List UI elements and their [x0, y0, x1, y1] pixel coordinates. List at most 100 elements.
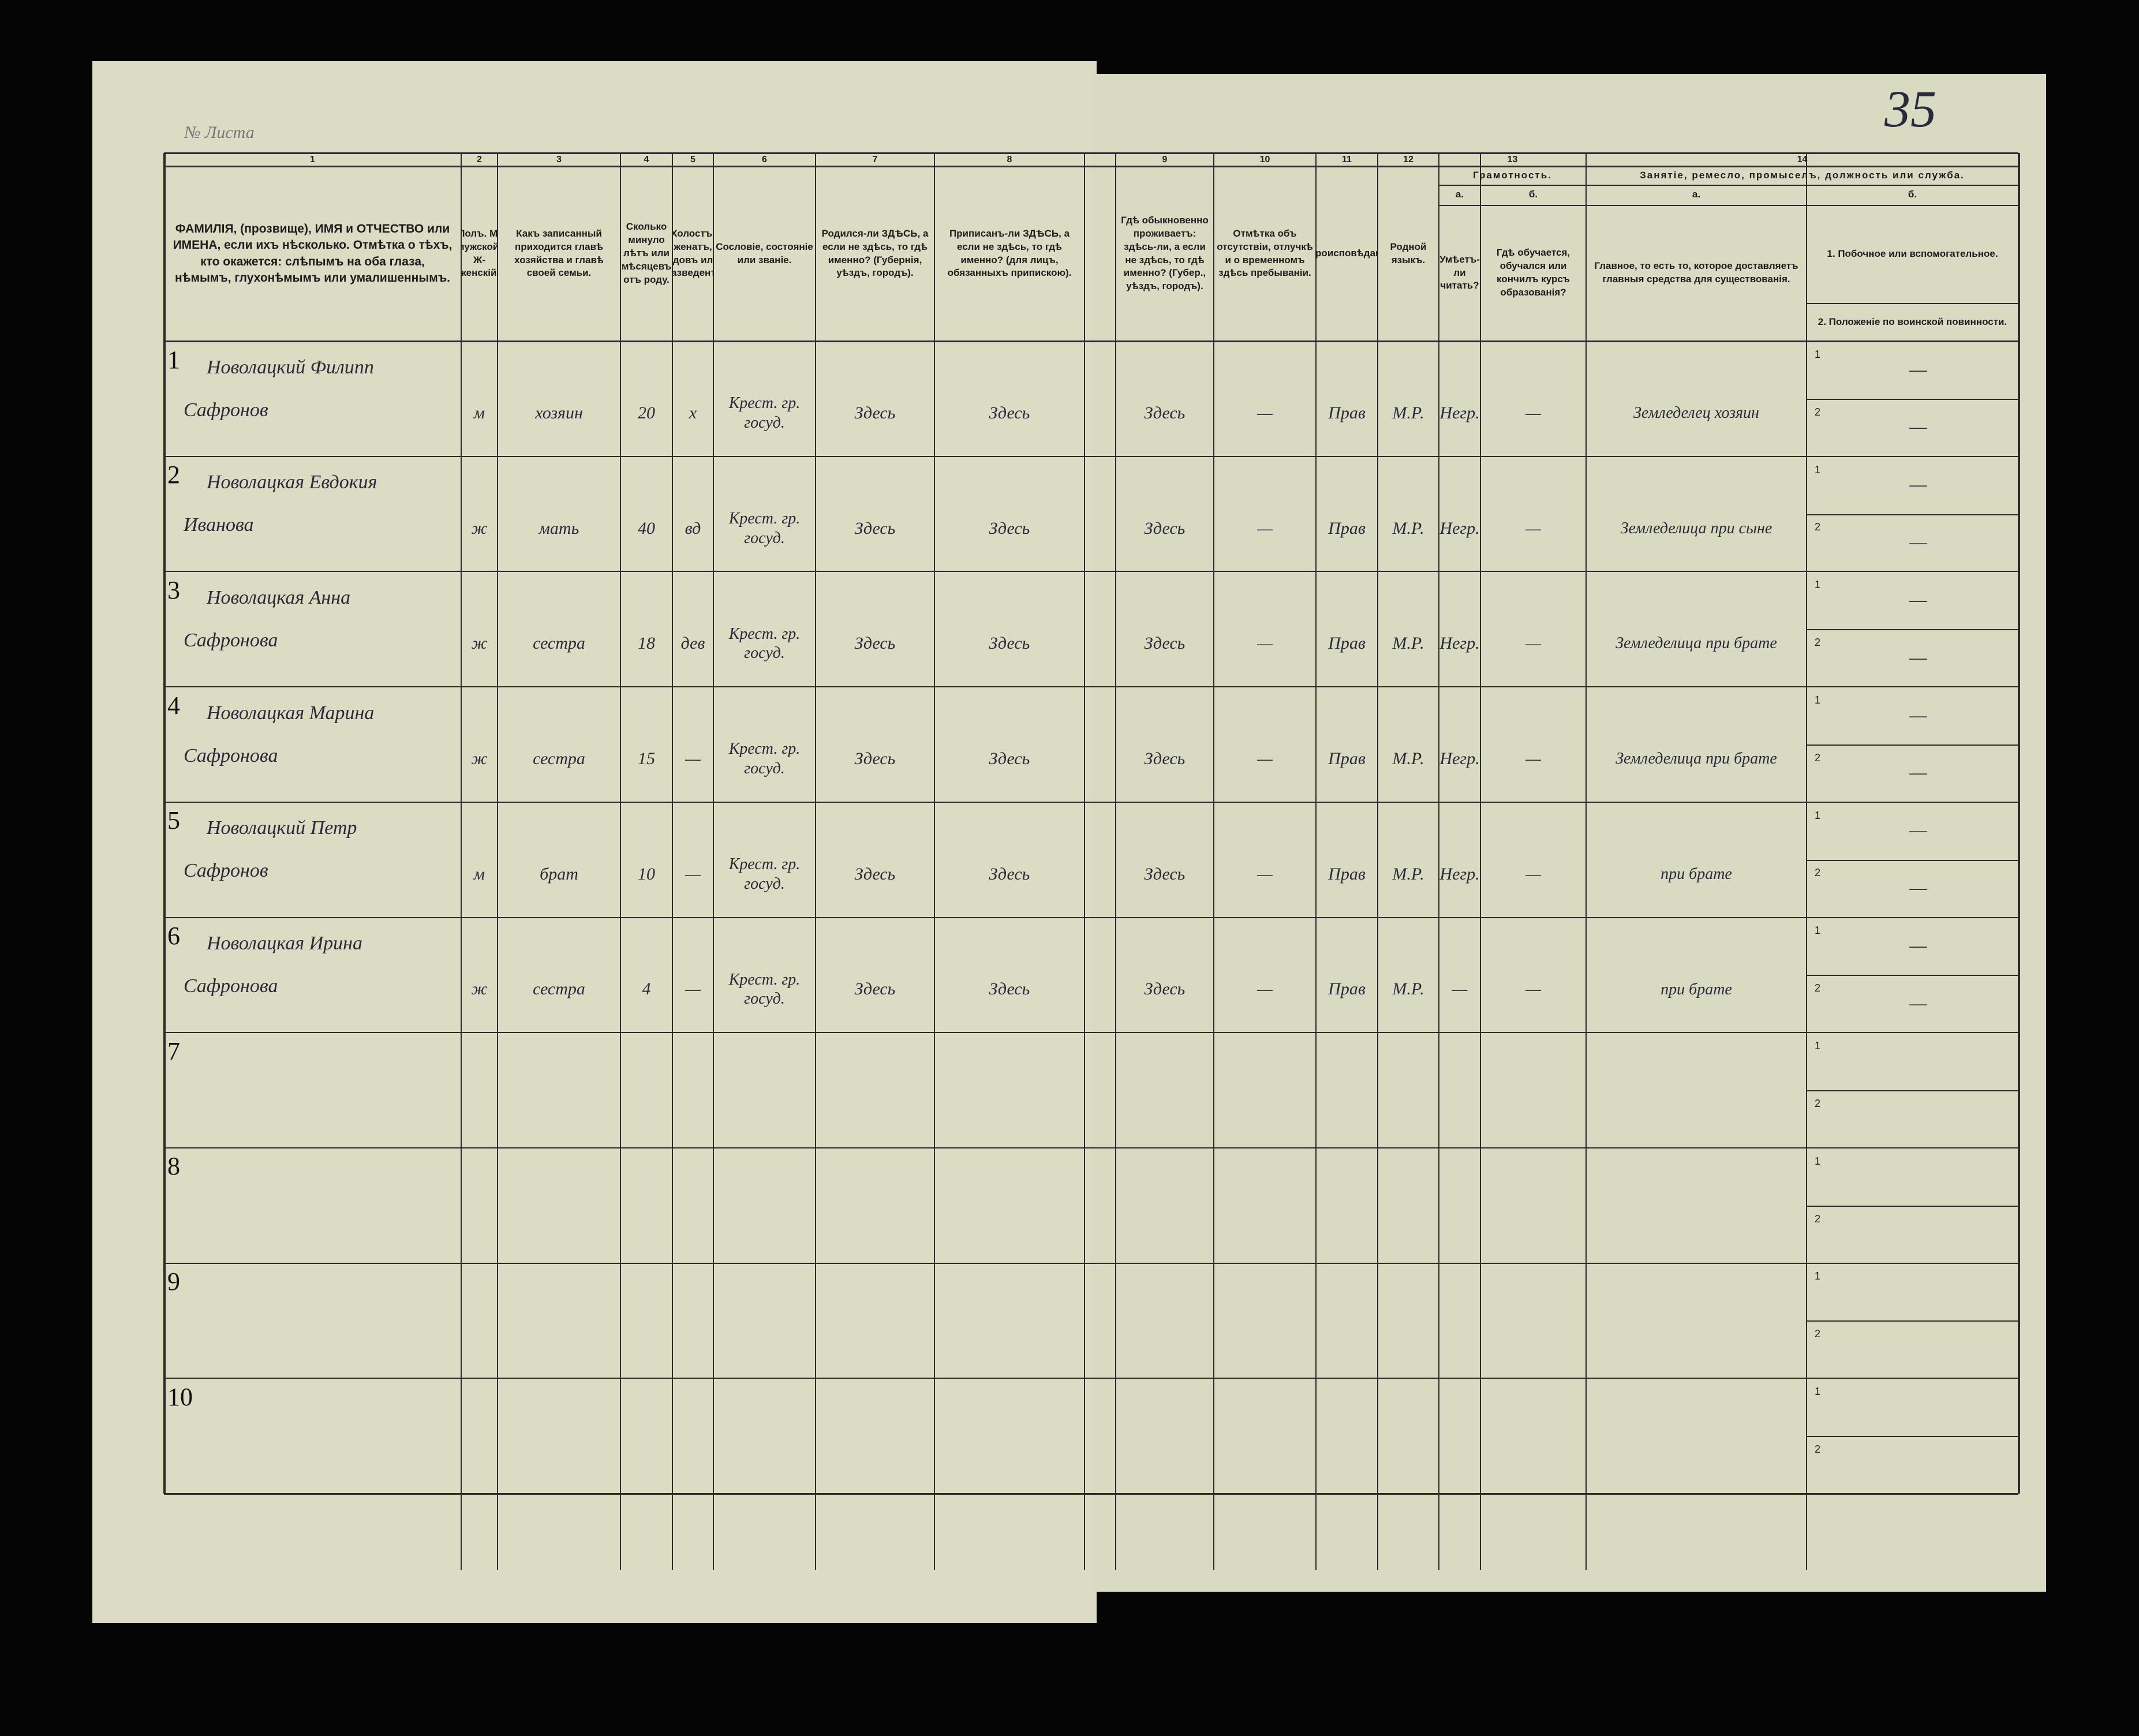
cell: Здесь [989, 634, 1030, 653]
cell: 20 [638, 403, 655, 422]
row-sub-line [1807, 1205, 2018, 1207]
cell: 18 [638, 634, 655, 653]
name-line: Сафронов [184, 860, 268, 882]
h-line [164, 341, 2018, 342]
cell: Прав [1328, 749, 1366, 768]
left-page [92, 61, 1097, 1623]
cell: Здесь [854, 634, 896, 653]
cell: Негр. [1439, 749, 1480, 768]
h-line [164, 1493, 2018, 1495]
name-line: Сафронова [184, 744, 278, 766]
cell: М.Р. [1392, 979, 1424, 999]
group-title: Грамотность. [1473, 169, 1552, 181]
column-number: 11 [1342, 154, 1352, 164]
column-number: 3 [556, 154, 562, 164]
cell: — [1525, 518, 1541, 538]
cell: 10 [638, 864, 655, 884]
cell: при брате [1661, 865, 1732, 883]
column-number: 4 [644, 154, 649, 164]
row-sub-line [1807, 744, 2018, 746]
row-number: 8 [167, 1152, 180, 1181]
column-header: 1. Побочное или вспомогательное. [1827, 248, 1998, 259]
cell: м [473, 864, 485, 884]
row-number: 7 [167, 1037, 180, 1065]
column-header: 2. Положеніе по воинской повинности. [1818, 316, 2007, 327]
row-line [164, 1032, 2018, 1034]
row-line [164, 1262, 2018, 1264]
column-header: Отмѣтка объ отсутствіи, отлучкѣ и о врем… [1217, 227, 1313, 279]
cell: Крест. гр. госуд. [728, 855, 801, 893]
name-line: Новолацкая Анна [207, 586, 351, 608]
cell: 40 [638, 518, 655, 538]
row-number: 2 [167, 461, 180, 489]
row-line [164, 916, 2018, 918]
cell: Крест. гр. госуд. [728, 394, 801, 432]
cell: м [473, 403, 485, 422]
cell: Здесь [1144, 403, 1186, 422]
sub-label: 2 [1814, 1328, 1820, 1340]
column-header: Вѣроисповѣданіе. [1316, 248, 1378, 259]
h-line [164, 166, 2018, 167]
cell: — [685, 749, 701, 768]
cell: — [1257, 634, 1273, 653]
v-line [2018, 153, 2020, 1494]
row-sub-line [1807, 1090, 2018, 1092]
cell: Здесь [989, 864, 1030, 884]
group-letter: б. [1908, 189, 1917, 200]
cell: — [1909, 820, 1927, 841]
column-number: 6 [762, 154, 767, 164]
cell: — [1909, 358, 1927, 380]
column-header: Умѣетъ-ли читать? [1439, 253, 1480, 291]
column-number: 9 [1162, 154, 1168, 164]
sub-label: 2 [1814, 521, 1820, 533]
sub-label: 1 [1814, 925, 1820, 937]
row-sub-line [1807, 859, 2018, 861]
page-number: 35 [1884, 81, 1936, 138]
v-line [1213, 153, 1214, 1570]
row-number: 4 [167, 691, 180, 720]
sub-label: 2 [1814, 982, 1820, 994]
column-header: Холостъ, женатъ, вдовъ или разведенъ. [672, 227, 713, 279]
cell: — [1257, 864, 1273, 884]
row-number: 3 [167, 575, 180, 604]
column-number: 8 [1007, 154, 1012, 164]
cell: — [1909, 704, 1927, 726]
row-number: 6 [167, 922, 180, 950]
row-number: 1 [167, 345, 180, 374]
cell: Здесь [1144, 518, 1186, 538]
cell: мать [539, 518, 579, 538]
v-line [1377, 153, 1378, 1570]
row-line [164, 1378, 2018, 1379]
cell: Здесь [854, 403, 896, 422]
cell: Негр. [1439, 864, 1480, 884]
cell: Негр. [1439, 634, 1480, 653]
cell: — [1452, 979, 1468, 999]
cell: х [689, 403, 697, 422]
row-sub-line [1807, 629, 2018, 631]
cell: — [1909, 877, 1927, 899]
sub-label: 1 [1814, 579, 1820, 591]
cell: — [1909, 992, 1927, 1014]
row-line [164, 686, 2018, 688]
row-sub-line [1807, 398, 2018, 400]
cell: М.Р. [1392, 403, 1424, 422]
h-line [1439, 185, 2018, 186]
cell: — [1909, 935, 1927, 957]
sub-label: 2 [1814, 751, 1820, 764]
row-sub-line [1807, 514, 2018, 515]
name-line: Новолацкая Ирина [207, 933, 363, 955]
cell: Прав [1328, 979, 1366, 999]
sub-label: 1 [1814, 463, 1820, 476]
cell: Здесь [989, 403, 1030, 422]
name-line: Новолацкая Евдокия [207, 472, 377, 493]
cell: Здесь [1144, 864, 1186, 884]
h-line [1439, 205, 2018, 206]
cell: Здесь [854, 518, 896, 538]
row-number: 9 [167, 1267, 180, 1296]
name-line: Иванова [184, 514, 254, 536]
v-line [672, 153, 673, 1570]
v-line [934, 153, 935, 1570]
column-number: 13 [1507, 154, 1518, 164]
cell: Здесь [854, 864, 896, 884]
column-header: Приписанъ-ли ЗДѢСЬ, а если не здѣсь, то … [947, 227, 1072, 279]
